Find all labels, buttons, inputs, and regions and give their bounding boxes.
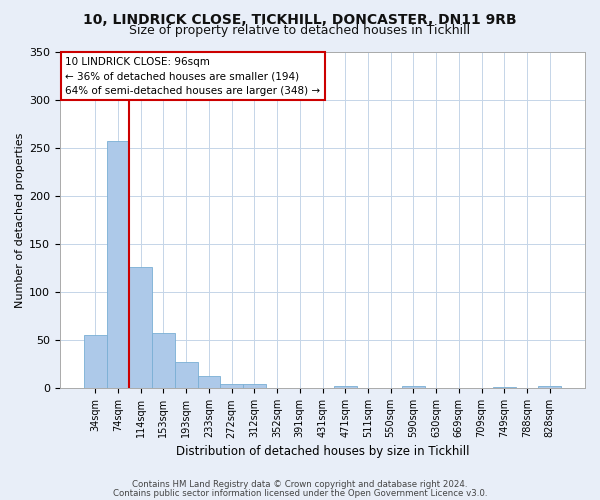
Bar xyxy=(175,362,197,388)
Bar xyxy=(152,332,175,388)
Text: Contains public sector information licensed under the Open Government Licence v3: Contains public sector information licen… xyxy=(113,488,487,498)
Bar xyxy=(243,384,266,388)
X-axis label: Distribution of detached houses by size in Tickhill: Distribution of detached houses by size … xyxy=(176,444,469,458)
Bar xyxy=(334,386,356,388)
Bar xyxy=(84,336,107,388)
Text: Contains HM Land Registry data © Crown copyright and database right 2024.: Contains HM Land Registry data © Crown c… xyxy=(132,480,468,489)
Bar xyxy=(538,386,561,388)
Y-axis label: Number of detached properties: Number of detached properties xyxy=(15,132,25,308)
Text: 10 LINDRICK CLOSE: 96sqm
← 36% of detached houses are smaller (194)
64% of semi-: 10 LINDRICK CLOSE: 96sqm ← 36% of detach… xyxy=(65,56,320,96)
Bar xyxy=(402,386,425,388)
Text: 10, LINDRICK CLOSE, TICKHILL, DONCASTER, DN11 9RB: 10, LINDRICK CLOSE, TICKHILL, DONCASTER,… xyxy=(83,12,517,26)
Bar xyxy=(107,141,130,388)
Bar xyxy=(220,384,243,388)
Bar xyxy=(130,267,152,388)
Bar xyxy=(197,376,220,388)
Text: Size of property relative to detached houses in Tickhill: Size of property relative to detached ho… xyxy=(130,24,470,37)
